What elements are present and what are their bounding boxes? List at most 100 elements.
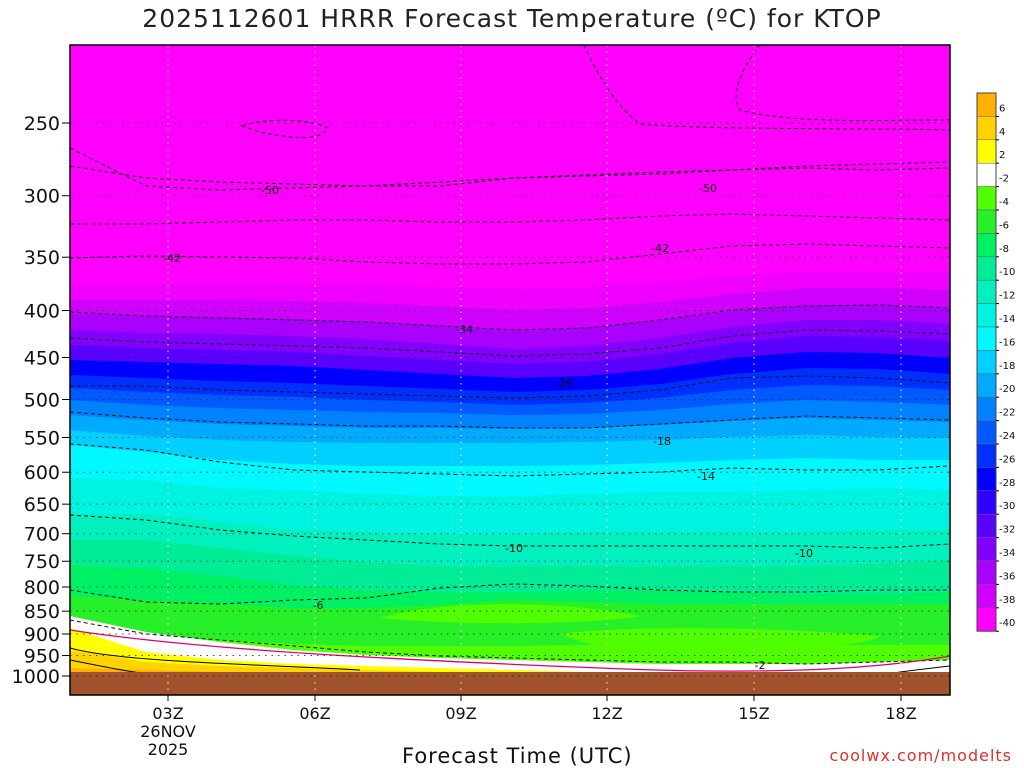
x-tick-label: 15Z bbox=[738, 704, 769, 723]
contour-label: -18 bbox=[653, 435, 671, 448]
y-tick-label: 1000 bbox=[12, 666, 60, 688]
colorbar: 6 4 2 -2 -4 -6 -8 -10 -12 -14 -16 -18 -20 -22 -24 -26 -2… bbox=[976, 92, 1015, 632]
colorbar-swatch bbox=[976, 186, 997, 211]
y-tick-label: 500 bbox=[24, 390, 60, 412]
x-tick-label: 03Z bbox=[152, 704, 183, 723]
y-tick-label: 850 bbox=[24, 601, 60, 623]
temperature-contour bbox=[70, 213, 950, 225]
x-axis-title: Forecast Time (UTC) bbox=[402, 744, 633, 768]
colorbar-label: -26 bbox=[999, 454, 1015, 465]
contour-label: -26 bbox=[555, 377, 573, 390]
y-tick-label: 450 bbox=[24, 347, 60, 369]
y-tick-label: 400 bbox=[24, 300, 60, 322]
colorbar-swatch bbox=[976, 584, 997, 609]
x-tick-label: 06Z bbox=[299, 704, 330, 723]
colorbar-swatch bbox=[976, 139, 997, 164]
y-tick-label: 550 bbox=[24, 428, 60, 450]
colorbar-swatch bbox=[976, 373, 997, 398]
temperature-contour bbox=[70, 375, 950, 399]
contour-lines bbox=[70, 45, 950, 677]
temperature-contour bbox=[70, 514, 950, 549]
contour-label: -14 bbox=[697, 470, 715, 483]
colorbar-swatch bbox=[976, 303, 997, 328]
chart-title: 2025112601 HRRR Forecast Temperature (ºC… bbox=[142, 4, 882, 33]
temperature-contour bbox=[70, 619, 950, 665]
temperature-contour bbox=[70, 411, 950, 429]
colorbar-swatch bbox=[976, 443, 997, 468]
grid-lines bbox=[70, 45, 950, 695]
colorbar-swatch bbox=[976, 350, 997, 375]
contour-label: -50 bbox=[261, 184, 279, 197]
colorbar-label: -14 bbox=[999, 314, 1015, 325]
colorbar-swatch bbox=[976, 92, 997, 117]
colorbar-swatch bbox=[976, 560, 997, 585]
temperature-band bbox=[380, 604, 640, 624]
colorbar-swatch bbox=[976, 420, 997, 445]
temperature-contour bbox=[70, 147, 950, 191]
temperature-contour bbox=[70, 165, 950, 187]
contour-label: -2 bbox=[755, 659, 766, 672]
colorbar-label: -8 bbox=[999, 244, 1009, 255]
temperature-band bbox=[560, 628, 880, 649]
contour-label: -34 bbox=[455, 323, 473, 336]
contour-label: -10 bbox=[795, 547, 813, 560]
colorbar-label: 6 bbox=[999, 103, 1005, 114]
contour-label: -6 bbox=[313, 599, 324, 612]
colorbar-swatch bbox=[976, 607, 997, 632]
colorbar-swatch bbox=[976, 326, 997, 351]
y-tick-label: 300 bbox=[24, 186, 60, 208]
colorbar-swatch bbox=[976, 537, 997, 562]
colorbar-label: -34 bbox=[999, 548, 1015, 559]
x-tick-label: 18Z bbox=[885, 704, 916, 723]
y-tick-label: 350 bbox=[24, 247, 60, 269]
colorbar-label: -40 bbox=[999, 618, 1015, 629]
colorbar-label: -30 bbox=[999, 501, 1015, 512]
y-tick-label: 900 bbox=[24, 624, 60, 646]
colorbar-label: -20 bbox=[999, 384, 1015, 395]
temperature-contour bbox=[70, 583, 950, 605]
y-tick-label: 250 bbox=[24, 113, 60, 135]
colorbar-swatch bbox=[976, 396, 997, 421]
colorbar-label: -28 bbox=[999, 478, 1015, 489]
y-tick-label: 700 bbox=[24, 524, 60, 546]
colorbar-label: -16 bbox=[999, 337, 1015, 348]
colorbar-label: -18 bbox=[999, 361, 1015, 372]
contour-label: -42 bbox=[651, 242, 669, 255]
colorbar-swatch bbox=[976, 116, 997, 141]
colorbar-swatch bbox=[976, 279, 997, 304]
temperature-contour bbox=[735, 45, 950, 122]
colorbar-swatch bbox=[976, 233, 997, 258]
colorbar-swatch bbox=[976, 490, 997, 515]
colorbar-label: -32 bbox=[999, 525, 1015, 536]
y-tick-label: 600 bbox=[24, 462, 60, 484]
y-tick-label: 800 bbox=[24, 577, 60, 599]
contour-label: -10 bbox=[505, 542, 523, 555]
colorbar-label: 2 bbox=[999, 150, 1005, 161]
colorbar-label: -36 bbox=[999, 571, 1015, 582]
colorbar-label: -10 bbox=[999, 267, 1015, 278]
y-axis: 2503003504004505005506006507007508008509… bbox=[12, 113, 70, 688]
colorbar-swatch bbox=[976, 209, 997, 234]
x-date-label: 26NOV bbox=[140, 722, 196, 741]
contour-label: -50 bbox=[699, 182, 717, 195]
temperature-bands bbox=[70, 45, 950, 695]
freezing-line bbox=[70, 629, 950, 672]
temperature-contour bbox=[70, 304, 950, 331]
colorbar-swatch bbox=[976, 256, 997, 281]
credit-link[interactable]: coolwx.com/modelts bbox=[829, 746, 1012, 765]
colorbar-label: -24 bbox=[999, 431, 1015, 442]
x-tick-label: 09Z bbox=[445, 704, 476, 723]
colorbar-label: -22 bbox=[999, 408, 1015, 419]
x-tick-label: 12Z bbox=[591, 704, 622, 723]
contour-labels: -50 -50 -42 -42 -34 -26 -18 -14 -10 -10 -6 -2 bbox=[163, 182, 813, 672]
colorbar-swatch bbox=[976, 467, 997, 492]
colorbar-swatch bbox=[976, 513, 997, 538]
colorbar-frame bbox=[976, 92, 997, 632]
plot-frame bbox=[69, 44, 951, 696]
colorbar-label: -4 bbox=[999, 197, 1009, 208]
colorbar-label: 4 bbox=[999, 127, 1005, 138]
ground-fill bbox=[70, 672, 950, 695]
colorbar-label: -6 bbox=[999, 220, 1009, 231]
y-tick-label: 750 bbox=[24, 551, 60, 573]
